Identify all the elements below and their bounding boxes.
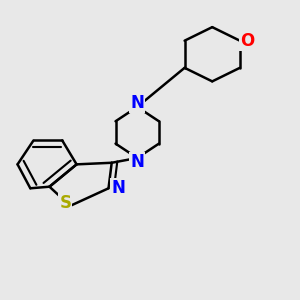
Text: N: N [111, 179, 125, 197]
Text: O: O [240, 32, 254, 50]
Text: S: S [59, 194, 71, 212]
Text: N: N [130, 153, 144, 171]
Text: N: N [130, 94, 144, 112]
